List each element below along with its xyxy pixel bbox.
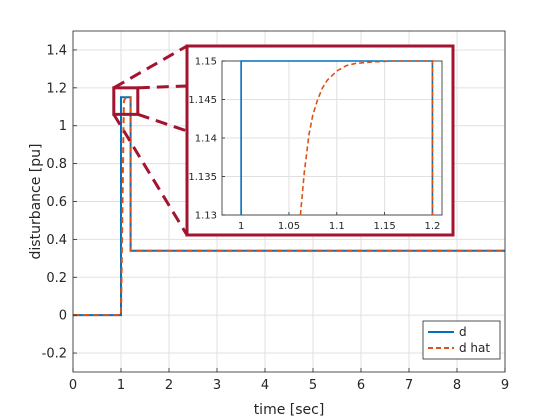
y-tick-label: 1.2: [46, 81, 67, 96]
zoom-connector: [112, 113, 189, 236]
x-tick-label: 1: [117, 378, 125, 393]
inset-series-line-d: [240, 60, 434, 215]
main-plot-area: [73, 96, 505, 317]
inset-series-line-d-hat: [299, 60, 434, 216]
legend-label-d-hat: d hat: [459, 341, 490, 355]
y-tick-label: 0: [59, 309, 67, 324]
inset-x-tick-label: 1: [238, 221, 244, 232]
zoom-connector: [113, 44, 188, 90]
legend-box: [422, 320, 501, 360]
inset-y-tick-label: 1.145: [188, 95, 217, 106]
inset-x-tick-label: 1.15: [373, 221, 395, 232]
zoom-source-box: [112, 86, 140, 116]
inset-axes: 1 1.05 1.1 1.15 1.2 1.13 1.135 1.14 1.145 1.15: [185, 44, 455, 237]
x-tick-label: 3: [213, 378, 221, 393]
inset-y-tick-label: 1.13: [195, 211, 217, 222]
x-tick-label: 4: [261, 378, 269, 393]
inset-y-tick-label: 1.15: [195, 57, 217, 68]
y-tick-label: 1.4: [46, 43, 67, 58]
x-tick-label: 8: [453, 378, 461, 393]
x-axis-label: time [sec]: [254, 402, 325, 418]
zoom-connector: [137, 112, 188, 133]
x-tick-label: 2: [165, 378, 173, 393]
x-tick-label: 7: [405, 378, 413, 393]
zoom-connector: [137, 84, 188, 90]
inset-panel: [185, 44, 455, 237]
legend: d d hat: [422, 320, 501, 360]
inset-x-tick-label: 1.05: [278, 221, 300, 232]
y-tick-label: 0.2: [46, 271, 67, 286]
inset-x-tick-label: 1.1: [329, 221, 345, 232]
series-line-d-hat: [73, 96, 505, 317]
x-tick-label: 6: [357, 378, 365, 393]
y-tick-label: -0.2: [42, 347, 67, 362]
x-tick-label: 9: [501, 378, 509, 393]
x-tick-label: 0: [69, 378, 77, 393]
inset-x-tick-label: 1.2: [424, 221, 440, 232]
y-axis-label: disturbance [pu]: [28, 144, 44, 260]
inset-y-tick-label: 1.135: [188, 172, 217, 183]
zoom-annotation: [112, 44, 189, 236]
y-tick-label: 0.6: [46, 195, 67, 210]
legend-label-d: d: [459, 325, 467, 339]
y-tick-label: 1: [59, 119, 67, 134]
inset-y-tick-label: 1.14: [195, 134, 217, 145]
x-tick-label: 5: [309, 378, 317, 393]
main-ticks: 0 1 2 3 4 5 6 7 8 9 -0.2 0 0.2 0.4 0.6 0.8 1 1.2 1.4: [42, 43, 510, 393]
y-tick-label: 0.4: [46, 233, 67, 248]
y-tick-label: 0.8: [46, 157, 67, 172]
